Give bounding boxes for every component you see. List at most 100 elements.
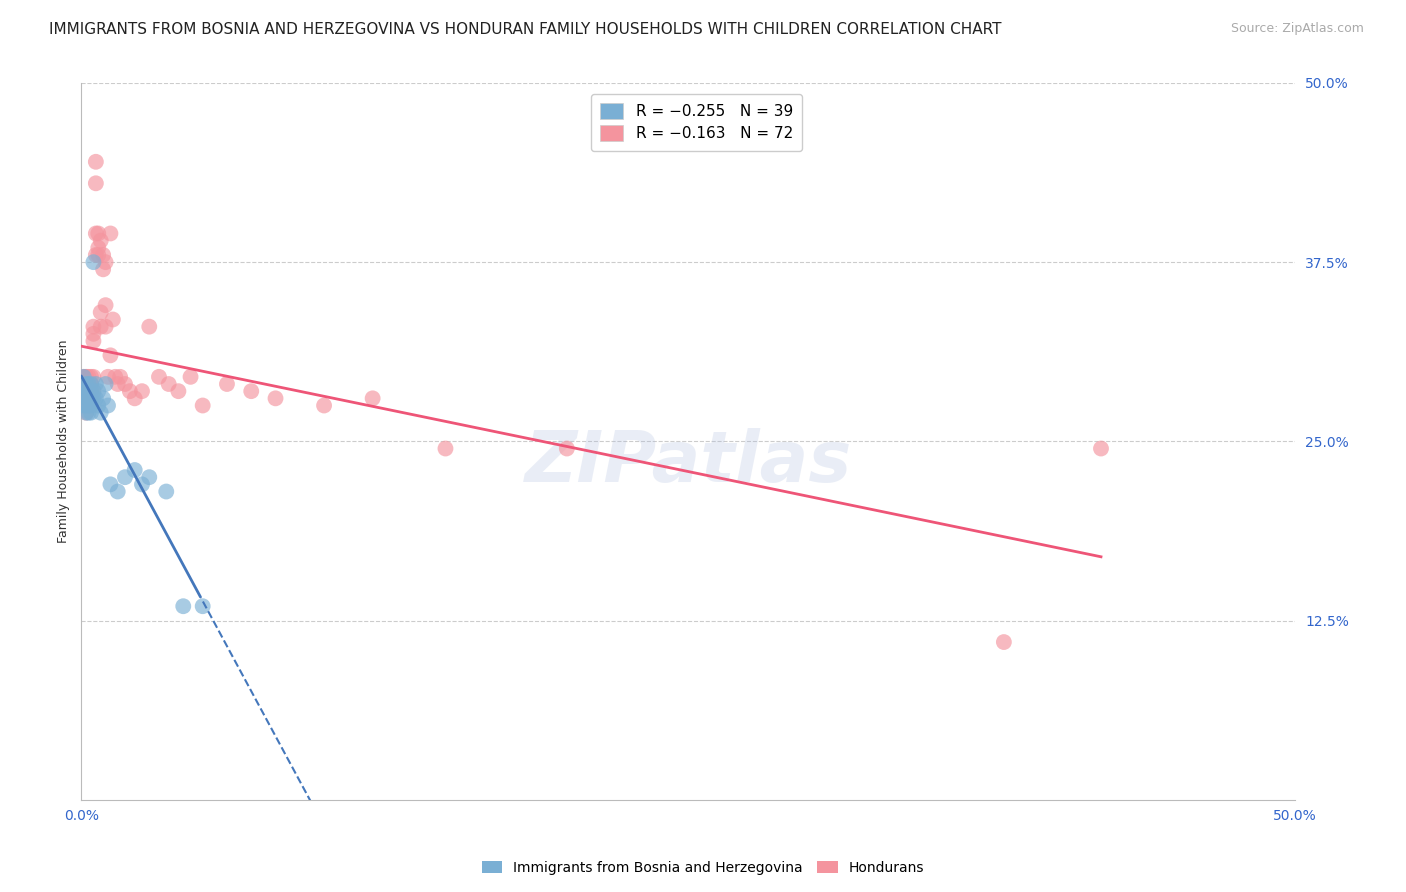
Point (555, 442, 578, 456)
Point (87, 248, 110, 262)
Point (94, 376, 117, 391)
Point (84, 154, 107, 169)
Point (94, 319, 117, 334)
Point (80, 384, 103, 399)
Point (97, 369, 120, 384)
Point (180, 369, 202, 384)
Legend: R = −0.255   N = 39, R = −0.163   N = 72: R = −0.255 N = 39, R = −0.163 N = 72 (592, 95, 801, 151)
Point (75, 369, 97, 384)
Point (124, 463, 146, 477)
Point (157, 376, 180, 391)
Point (80, 384, 103, 399)
Point (138, 470, 160, 484)
Point (104, 369, 127, 384)
Point (80, 399, 103, 413)
Point (90, 406, 112, 420)
Point (87, 384, 110, 399)
Point (80, 392, 103, 406)
Point (84, 176, 107, 190)
Point (91, 262, 114, 277)
Point (80, 376, 103, 391)
Point (107, 484, 129, 499)
Point (75, 376, 97, 391)
Point (73, 399, 96, 413)
Text: IMMIGRANTS FROM BOSNIA AND HERZEGOVINA VS HONDURAN FAMILY HOUSEHOLDS WITH CHILDR: IMMIGRANTS FROM BOSNIA AND HERZEGOVINA V… (49, 22, 1001, 37)
Point (77, 399, 100, 413)
Point (191, 599, 214, 614)
Point (73, 384, 96, 399)
Point (90, 234, 112, 248)
Point (87, 241, 110, 255)
Point (82, 319, 104, 334)
Point (80, 406, 103, 420)
Point (264, 392, 287, 406)
Point (73, 384, 96, 399)
Point (80, 369, 103, 384)
Point (77, 384, 100, 399)
Point (90, 305, 112, 319)
Point (172, 599, 194, 614)
Point (82, 369, 104, 384)
Point (77, 384, 100, 399)
Point (91, 248, 114, 262)
Point (100, 348, 122, 362)
Point (77, 392, 100, 406)
Point (82, 384, 104, 399)
Point (90, 319, 112, 334)
Point (167, 384, 190, 399)
Point (1090, 442, 1112, 456)
Point (75, 392, 97, 406)
Point (100, 227, 122, 241)
Point (77, 399, 100, 413)
Point (75, 399, 97, 413)
Point (75, 399, 97, 413)
Point (75, 376, 97, 391)
Point (101, 312, 124, 326)
Point (124, 392, 146, 406)
Point (94, 298, 117, 312)
Point (361, 392, 384, 406)
Point (215, 376, 238, 391)
Point (108, 369, 131, 384)
Point (75, 392, 97, 406)
Point (77, 384, 100, 399)
Point (73, 392, 96, 406)
Point (118, 384, 141, 399)
Point (77, 369, 100, 384)
Point (77, 376, 100, 391)
Point (73, 369, 96, 384)
Point (107, 376, 129, 391)
Point (82, 326, 104, 341)
Point (73, 369, 96, 384)
Point (97, 399, 120, 413)
Point (80, 399, 103, 413)
Y-axis label: Family Households with Children: Family Households with Children (58, 340, 70, 543)
Point (87, 227, 110, 241)
Point (312, 399, 335, 413)
Point (80, 376, 103, 391)
Point (80, 384, 103, 399)
Point (84, 248, 107, 262)
Point (82, 384, 104, 399)
Point (91, 392, 114, 406)
Text: ZIPatlas: ZIPatlas (524, 428, 852, 498)
Point (155, 484, 177, 499)
Point (82, 392, 104, 406)
Point (94, 255, 117, 269)
Point (82, 255, 104, 269)
Point (75, 384, 97, 399)
Point (80, 376, 103, 391)
Point (82, 334, 104, 348)
Point (131, 384, 153, 399)
Text: Source: ZipAtlas.com: Source: ZipAtlas.com (1230, 22, 1364, 36)
Point (77, 392, 100, 406)
Point (240, 384, 263, 399)
Point (138, 319, 160, 334)
Point (100, 477, 122, 491)
Point (114, 470, 136, 484)
Point (77, 376, 100, 391)
Point (75, 369, 97, 384)
Point (75, 406, 97, 420)
Point (77, 406, 100, 420)
Point (434, 442, 457, 456)
